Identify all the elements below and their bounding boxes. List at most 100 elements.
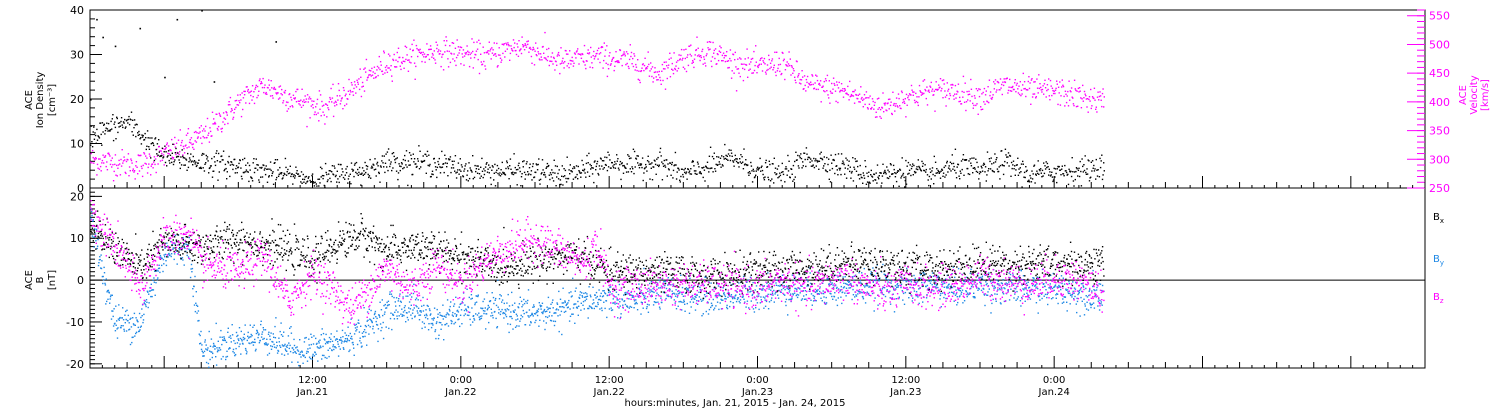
data-point: [641, 292, 643, 294]
data-point: [589, 294, 592, 296]
data-point: [464, 52, 466, 54]
data-point: [441, 166, 444, 168]
data-point: [425, 309, 427, 311]
data-point: [106, 169, 109, 171]
data-point: [567, 177, 570, 180]
data-point: [651, 66, 654, 68]
data-point: [413, 39, 415, 41]
data-point: [658, 165, 660, 168]
data-point: [211, 157, 213, 160]
data-point: [347, 339, 349, 341]
data-point: [1072, 180, 1075, 182]
data-point: [853, 166, 855, 168]
data-point: [655, 285, 658, 288]
data-point: [536, 309, 538, 312]
data-point: [1093, 164, 1095, 167]
data-point: [951, 162, 953, 165]
data-point: [376, 65, 379, 68]
data-point: [745, 159, 747, 161]
data-point: [319, 94, 322, 96]
data-point: [371, 321, 373, 324]
data-point: [980, 165, 982, 168]
data-point: [124, 159, 126, 161]
data-point: [141, 167, 143, 170]
data-point: [192, 288, 194, 290]
data-point: [560, 47, 562, 49]
data-point: [104, 156, 106, 158]
data-point: [149, 155, 151, 157]
data-point: [378, 314, 380, 317]
data-point: [514, 172, 516, 174]
data-point: [636, 309, 639, 311]
data-point: [782, 59, 785, 62]
data-point: [568, 66, 570, 69]
data-point: [112, 164, 114, 166]
data-point: [848, 99, 850, 101]
data-point: [381, 160, 383, 162]
data-point: [397, 60, 399, 63]
data-point: [993, 81, 995, 83]
data-point: [760, 170, 762, 172]
data-point: [921, 165, 924, 167]
data-point: [1023, 176, 1025, 178]
data-point: [994, 79, 997, 81]
data-point: [557, 51, 560, 54]
data-point: [598, 298, 601, 301]
data-point: [387, 148, 390, 150]
data-point: [294, 351, 296, 353]
data-point: [272, 183, 275, 185]
data-point: [358, 78, 360, 80]
data-point: [438, 334, 440, 336]
data-point: [365, 71, 367, 73]
data-point: [152, 167, 154, 169]
data-point: [706, 161, 709, 163]
data-point: [663, 281, 665, 283]
data-point: [271, 340, 273, 343]
data-point: [863, 98, 865, 100]
data-point: [578, 63, 580, 65]
data-point: [880, 117, 882, 119]
data-point: [404, 60, 406, 63]
data-point: [487, 304, 489, 307]
data-point: [497, 167, 500, 170]
data-point: [250, 342, 253, 344]
data-point: [780, 73, 782, 76]
data-point: [347, 182, 349, 184]
data-point: [92, 220, 94, 222]
data-point: [125, 172, 127, 175]
data-point: [725, 154, 727, 157]
data-point: [814, 82, 816, 84]
data-point: [498, 308, 500, 311]
data-point: [166, 142, 168, 144]
data-point: [327, 179, 329, 181]
data-point: [177, 139, 180, 141]
data-point: [571, 295, 573, 297]
data-point: [397, 47, 400, 49]
data-point: [391, 169, 393, 172]
data-point: [195, 291, 197, 293]
data-point: [331, 340, 334, 342]
data-point: [465, 51, 468, 54]
data-point: [91, 149, 94, 152]
data-point: [630, 306, 633, 308]
data-point: [112, 180, 115, 182]
data-point: [634, 302, 637, 305]
data-point: [767, 68, 769, 71]
data-point: [207, 134, 209, 136]
data-point: [276, 176, 278, 179]
data-point: [113, 123, 115, 125]
data-point: [288, 342, 290, 344]
data-point: [307, 351, 309, 353]
data-point: [275, 317, 277, 319]
data-point: [249, 324, 251, 326]
data-point: [120, 117, 123, 119]
data-point: [141, 175, 144, 178]
data-point: [240, 353, 242, 355]
data-point: [226, 171, 228, 173]
data-point: [130, 317, 132, 319]
data-point: [1063, 95, 1065, 98]
data-point: [1058, 165, 1060, 168]
data-point: [714, 170, 717, 172]
data-point: [450, 319, 452, 322]
data-point: [415, 44, 418, 47]
